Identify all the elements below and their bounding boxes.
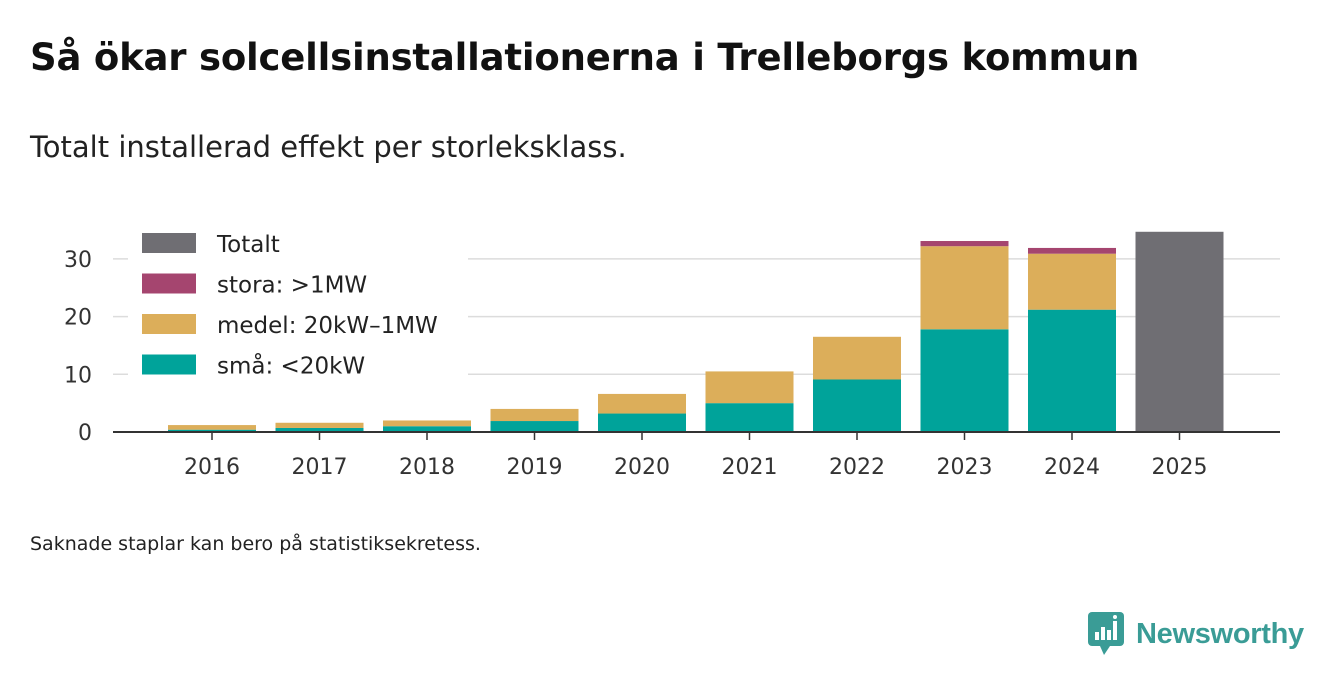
x-tick-label: 2023 — [937, 455, 993, 480]
bar-segment — [383, 420, 471, 427]
bar-segment — [1028, 309, 1116, 432]
y-tick-label: 30 — [64, 248, 92, 273]
bar-segment — [168, 425, 256, 430]
newsworthy-brand[interactable]: Newsworthy — [1088, 612, 1304, 656]
bar-segment — [275, 422, 364, 428]
footnote: Saknade staplar kan bero på statistiksek… — [30, 533, 481, 555]
bar-segment — [1135, 231, 1224, 432]
newsworthy-logo-icon — [1088, 612, 1124, 655]
chart-subtitle: Totalt installerad effekt per storlekskl… — [30, 130, 627, 164]
y-tick-label: 20 — [64, 306, 92, 331]
chart-title: Så ökar solcellsinstallationerna i Trell… — [30, 36, 1140, 79]
bar-segment — [490, 408, 579, 422]
brand-name: Newsworthy — [1136, 617, 1304, 650]
x-tick-label: 2019 — [507, 455, 563, 480]
legend-label: stora: >1MW — [217, 273, 367, 299]
y-tick-label: 0 — [78, 421, 92, 446]
bar-segment — [598, 393, 686, 414]
x-tick-label: 2024 — [1044, 455, 1100, 480]
legend-swatch — [142, 354, 196, 375]
stacked-bar-chart: 0 10 20 30 2016 2017 2018 2019 2020 2021 2022 2023 2… — [64, 224, 1280, 480]
bars — [168, 231, 1224, 432]
x-tick-label: 2025 — [1152, 455, 1208, 480]
bar-segment — [383, 426, 471, 432]
legend: Totalt stora: >1MW medel: 20kW–1MW små: <20… — [128, 224, 468, 382]
bar-segment — [813, 379, 901, 432]
bar-segment — [168, 429, 256, 432]
legend-swatch — [142, 314, 196, 334]
x-tick-label: 2020 — [614, 455, 670, 480]
bar-segment — [920, 329, 1009, 432]
legend-label: Totalt — [216, 232, 280, 258]
bar-segment — [1028, 247, 1116, 254]
legend-label: små: <20kW — [217, 352, 365, 380]
y-tick-label: 10 — [64, 363, 92, 388]
legend-swatch — [142, 233, 196, 253]
bar-segment — [920, 241, 1009, 247]
bar-segment — [705, 403, 794, 432]
bar-segment — [275, 427, 364, 432]
bar-segment — [598, 413, 686, 432]
axes: 0 10 20 30 2016 2017 2018 2019 2020 2021 2022 2023 2… — [64, 248, 1280, 480]
x-tick-label: 2017 — [292, 455, 348, 480]
legend-swatch — [142, 273, 196, 294]
legend-label: medel: 20kW–1MW — [217, 313, 438, 339]
x-tick-label: 2016 — [184, 455, 240, 480]
x-tick-label: 2018 — [399, 455, 455, 480]
bar-segment — [490, 421, 579, 432]
bar-segment — [813, 336, 901, 380]
bar-segment — [705, 371, 794, 404]
x-tick-label: 2021 — [722, 455, 778, 480]
x-tick-label: 2022 — [829, 455, 885, 480]
bar-segment — [1028, 253, 1116, 310]
bar-segment — [920, 246, 1009, 330]
